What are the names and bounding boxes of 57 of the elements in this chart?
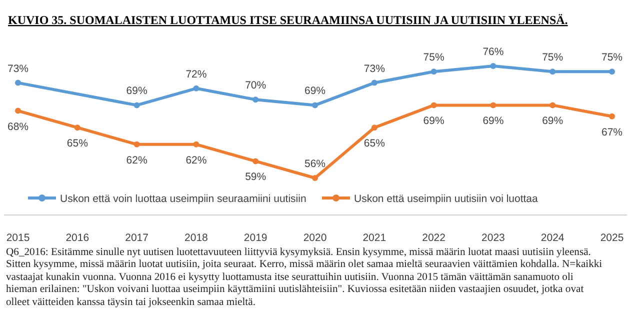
x-tick-label: 2017: [125, 232, 149, 244]
data-label: 56%: [304, 158, 326, 170]
data-label: 72%: [186, 68, 207, 80]
x-tick-label: 2016: [66, 232, 90, 244]
x-tick-label: 2022: [422, 232, 446, 244]
legend-label: Uskon että useimpiin uutisiin voi luottaa: [354, 193, 538, 205]
data-label: 75%: [542, 52, 564, 64]
data-label: 75%: [423, 52, 444, 64]
point: [193, 85, 200, 92]
x-tick-label: 2021: [362, 232, 386, 244]
data-label: 76%: [482, 46, 504, 58]
data-label: 68%: [7, 120, 29, 133]
point: [252, 96, 259, 103]
data-label: 70%: [245, 80, 266, 92]
point: [550, 68, 556, 75]
x-tick-label: 2024: [540, 232, 564, 244]
data-label: 73%: [364, 62, 385, 75]
x-tick-label: 2019: [244, 232, 268, 244]
point: [74, 124, 80, 131]
point: [430, 68, 437, 75]
point: [550, 102, 556, 108]
point: [193, 141, 200, 148]
point: [371, 124, 378, 131]
x-tick-label: 2018: [184, 232, 208, 244]
chart-title: KUVIO 35. SUOMALAISTEN LUOTTAMUS ITSE SEURAAMIINSA UUTISIIN JA UUTISIIN YLEENSÄ.: [8, 13, 568, 27]
data-label: 62%: [186, 154, 207, 166]
x-tick-label: 2025: [600, 232, 624, 244]
data-label: 59%: [245, 171, 266, 184]
data-label: 69%: [423, 115, 444, 128]
point: [609, 68, 615, 75]
point: [15, 80, 21, 86]
data-label: 67%: [601, 126, 623, 138]
point: [134, 141, 140, 148]
point: [430, 102, 437, 108]
text: Q6_2016: Esitämme sinulle nyt uutisen luotettavuuteen liittyviä kysymyksiä. Ensin kysymme, missä määrin luotat maasi uutisiin yleensä. Sitten kysymme, missä määrin luotat uutisiin, joita seuraat. Kerro, missä määrin olet samaa mieltä seuraavien väittämien kohdalla. N=kaikki vastaajat kunakin vuonna. Vuonna 2016 ei kysytty luottamusta itse seurattuihin uutisiin. Vuonna 2015 tämän väittämän sanamuoto oli hieman erilainen: "Uskon voivani luottaa useimpiin käyttämiini uutislähteisiin". Kuviossa esitetään niiden vastaajien osuudet, jotka ovat olleet väitteiden kanssa täysin tai jokseenkin samaa mieltä.: [6, 247, 604, 310]
point: [371, 80, 378, 86]
data-label: 69%: [542, 115, 564, 128]
point: [312, 175, 318, 181]
data-label: 75%: [601, 52, 623, 64]
x-tick-label: 2020: [303, 232, 327, 244]
point: [609, 113, 615, 120]
data-label: 65%: [66, 138, 88, 150]
data-label: 73%: [7, 62, 29, 75]
data-label: 69%: [126, 85, 148, 98]
point: [134, 102, 140, 108]
point: [252, 158, 259, 164]
data-label: 69%: [482, 115, 504, 128]
data-label: 69%: [304, 85, 326, 98]
point: [490, 102, 496, 108]
legend-label: Uskon että voin luottaa useimpiin seuraamiini uutisiin: [60, 193, 306, 205]
data-label: 62%: [126, 154, 148, 166]
data-label: 65%: [364, 138, 385, 150]
x-tick-label: 2015: [6, 232, 30, 244]
point: [490, 63, 496, 69]
point: [312, 102, 318, 108]
point: [15, 108, 21, 114]
x-tick-label: 2023: [482, 232, 506, 244]
